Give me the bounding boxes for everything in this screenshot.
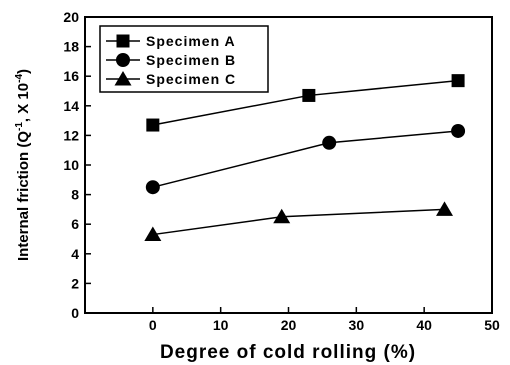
y-tick-label: 4 — [71, 246, 79, 262]
y-tick-label: 18 — [63, 39, 79, 55]
legend: Specimen A Specimen B Specimen C — [99, 25, 269, 93]
legend-label: Specimen B — [146, 52, 236, 68]
y-axis-title: Internal friction (Q-1, X 10-4) — [14, 69, 32, 261]
data-point — [145, 180, 160, 195]
x-axis-title: Degree of cold rolling (%) — [160, 342, 416, 363]
legend-marker — [114, 71, 132, 86]
x-tick-label: 40 — [416, 317, 432, 333]
data-point — [302, 88, 316, 102]
y-tick-label: 12 — [63, 127, 79, 143]
legend-label: Specimen C — [146, 71, 236, 87]
y-tick-label: 10 — [63, 157, 79, 173]
data-point — [322, 135, 337, 150]
data-point — [451, 123, 466, 138]
x-tick-label: 10 — [213, 317, 229, 333]
series-line — [152, 130, 459, 188]
axis-ticks: 0 10 20 30 40 50 0 2 4 6 8 10 12 14 16 18 20 — [63, 9, 500, 333]
y-tick-label: 2 — [71, 275, 79, 291]
data-series — [144, 74, 466, 242]
legend-marker — [116, 34, 130, 48]
y-tick-label: 20 — [63, 9, 79, 25]
series-3 — [144, 201, 454, 242]
x-tick-label: 0 — [149, 317, 157, 333]
data-point — [436, 201, 454, 216]
series-2 — [145, 123, 466, 195]
legend-marker — [116, 53, 130, 67]
y-tick-label: 16 — [63, 68, 79, 84]
data-point — [273, 208, 291, 224]
data-point — [144, 226, 162, 242]
legend-item: Specimen C — [106, 71, 236, 87]
y-tick-label: 8 — [71, 187, 79, 203]
data-point — [146, 118, 160, 132]
legend-item: Specimen B — [106, 52, 236, 68]
series-line — [152, 208, 445, 236]
x-tick-label: 20 — [281, 317, 297, 333]
legend-item: Specimen A — [106, 33, 236, 49]
legend-label: Specimen A — [146, 33, 236, 49]
x-tick-label: 30 — [349, 317, 365, 333]
x-tick-label: 50 — [484, 317, 500, 333]
y-tick-label: 6 — [71, 216, 79, 232]
y-tick-label: 14 — [63, 98, 79, 114]
data-point — [451, 74, 465, 88]
series-1 — [146, 74, 465, 132]
y-tick-label: 0 — [71, 305, 79, 321]
